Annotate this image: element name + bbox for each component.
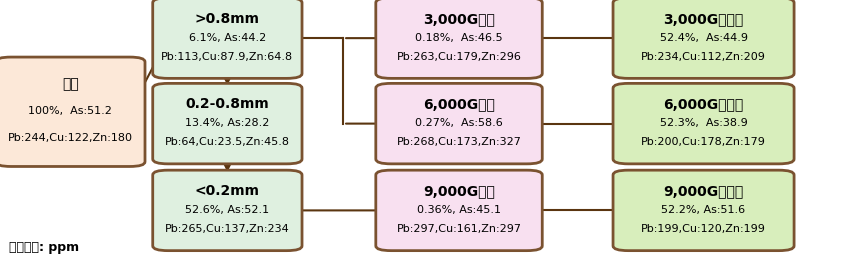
Text: 3,000G비자성: 3,000G비자성: [663, 12, 744, 26]
Text: Pb:263,Cu:179,Zn:296: Pb:263,Cu:179,Zn:296: [396, 52, 522, 62]
FancyBboxPatch shape: [613, 83, 795, 164]
Text: 0.2-0.8mm: 0.2-0.8mm: [185, 97, 269, 111]
Text: 6.1%, As:44.2: 6.1%, As:44.2: [189, 33, 266, 43]
Text: Pb:244,Cu:122,Zn:180: Pb:244,Cu:122,Zn:180: [8, 133, 133, 143]
FancyBboxPatch shape: [613, 0, 795, 78]
Text: Pb:113,Cu:87.9,Zn:64.8: Pb:113,Cu:87.9,Zn:64.8: [161, 52, 293, 62]
Text: Pb:265,Cu:137,Zn:234: Pb:265,Cu:137,Zn:234: [165, 224, 290, 234]
Text: Pb:268,Cu:173,Zn:327: Pb:268,Cu:173,Zn:327: [396, 137, 522, 147]
FancyBboxPatch shape: [0, 57, 145, 166]
FancyBboxPatch shape: [376, 83, 542, 164]
Text: 0.18%,  As:46.5: 0.18%, As:46.5: [415, 33, 503, 43]
Text: 52.6%, As:52.1: 52.6%, As:52.1: [185, 205, 269, 215]
Text: 0.27%,  As:58.6: 0.27%, As:58.6: [415, 118, 503, 128]
Text: 9,000G자성: 9,000G자성: [423, 184, 495, 198]
Text: 13.4%, As:28.2: 13.4%, As:28.2: [185, 118, 269, 128]
Text: 52.3%,  As:38.9: 52.3%, As:38.9: [660, 118, 747, 128]
Text: 0.36%, As:45.1: 0.36%, As:45.1: [417, 205, 501, 215]
Text: 100%,  As:51.2: 100%, As:51.2: [28, 106, 112, 116]
FancyBboxPatch shape: [153, 170, 302, 251]
Text: Pb:199,Cu:120,Zn:199: Pb:199,Cu:120,Zn:199: [641, 224, 766, 234]
Text: 분산: 분산: [62, 78, 79, 92]
Text: Pb:297,Cu:161,Zn:297: Pb:297,Cu:161,Zn:297: [396, 224, 522, 234]
FancyBboxPatch shape: [376, 170, 542, 251]
Text: 6,000G비자성: 6,000G비자성: [663, 97, 744, 111]
Text: 9,000G비자성: 9,000G비자성: [663, 184, 744, 198]
FancyBboxPatch shape: [376, 0, 542, 78]
Text: >0.8mm: >0.8mm: [195, 12, 260, 26]
FancyBboxPatch shape: [153, 0, 302, 78]
Text: Pb:234,Cu:112,Zn:209: Pb:234,Cu:112,Zn:209: [641, 52, 766, 62]
Text: <0.2mm: <0.2mm: [195, 184, 260, 198]
Text: 52.4%,  As:44.9: 52.4%, As:44.9: [660, 33, 747, 43]
Text: 3,000G자성: 3,000G자성: [423, 12, 495, 26]
Text: 농도단위: ppm: 농도단위: ppm: [9, 241, 79, 254]
FancyBboxPatch shape: [613, 170, 795, 251]
Text: Pb:200,Cu:178,Zn:179: Pb:200,Cu:178,Zn:179: [641, 137, 766, 147]
Text: 6,000G자성: 6,000G자성: [423, 97, 495, 111]
Text: Pb:64,Cu:23.5,Zn:45.8: Pb:64,Cu:23.5,Zn:45.8: [165, 137, 290, 147]
FancyBboxPatch shape: [153, 83, 302, 164]
Text: 52.2%, As:51.6: 52.2%, As:51.6: [662, 205, 746, 215]
